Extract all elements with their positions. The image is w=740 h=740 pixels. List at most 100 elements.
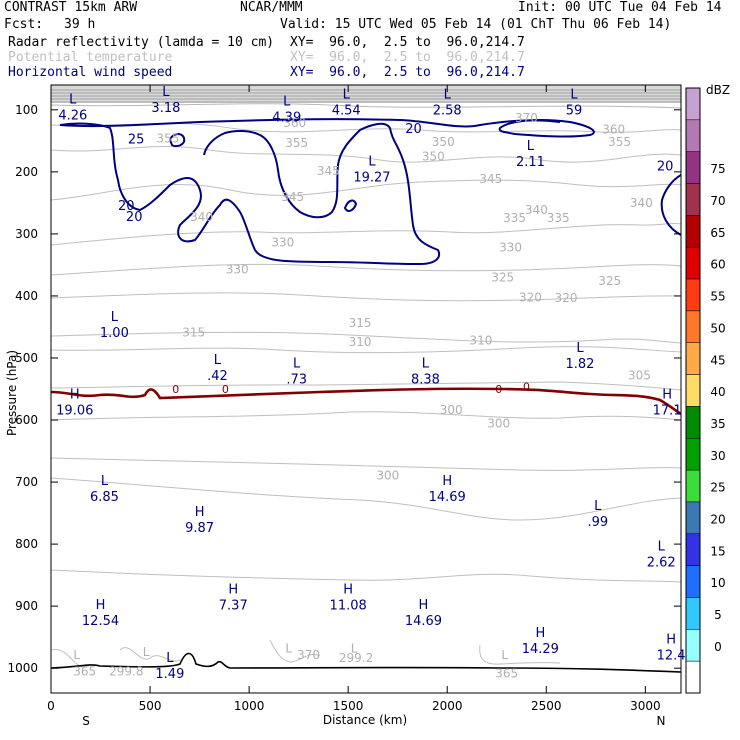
extremum-value: 14.69 [405, 614, 442, 629]
colorbar-segment [685, 151, 701, 184]
colorbar-segment [685, 183, 701, 216]
extremum-high: H12.4 [657, 632, 686, 663]
extremum-high: H7.37 [219, 583, 248, 614]
colorbar-level-label: 55 [710, 290, 725, 304]
theta-label: 299.8 [109, 665, 143, 679]
theta-low-marker: L [501, 648, 508, 662]
freezing-level-line [51, 387, 681, 416]
theta-low-marker: L [351, 642, 358, 656]
wind-speed-contours [59, 118, 681, 266]
extremum-value: 1.82 [565, 357, 594, 372]
extremum-low: L59 [566, 88, 583, 119]
colorbar-segment [685, 215, 701, 248]
colorbar-level-label: 5 [714, 608, 722, 622]
theta-label: 350 [422, 150, 445, 164]
extremum-value: 4.39 [272, 110, 301, 125]
colorbar-segment [685, 406, 701, 439]
extremum-type: L [444, 88, 452, 103]
theta-label: 315 [182, 325, 205, 339]
extremum-low: L.99 [587, 499, 608, 530]
x-axis-start-label: S [82, 714, 90, 728]
theta-label: 300 [440, 403, 463, 417]
theta-label: 310 [469, 333, 492, 347]
theta-label: 355 [285, 136, 308, 150]
x-tick-label: 500 [139, 699, 162, 713]
theta-label: 355 [608, 135, 631, 149]
extremum-high: H14.69 [429, 474, 466, 505]
theta-label: 315 [349, 316, 372, 330]
extremum-value: 12.4 [657, 648, 686, 663]
extremum-value: 6.85 [90, 490, 119, 505]
y-tick-label: 500 [15, 351, 38, 365]
theta-label: 370 [515, 111, 538, 125]
extremum-type: L [293, 356, 301, 371]
theta-label: 330 [226, 263, 249, 277]
extremum-type: L [343, 88, 351, 103]
colorbar-segment [685, 87, 701, 121]
extremum-value: 2.58 [433, 104, 462, 119]
colorbar-frame [685, 87, 701, 694]
extremum-low: L3.18 [151, 85, 180, 116]
theta-label: 300 [487, 416, 510, 430]
upper-theta-band [51, 85, 681, 109]
extremum-low: L2.58 [433, 88, 462, 119]
extremum-value: 11.08 [330, 599, 367, 614]
theta-label: 350 [432, 135, 455, 149]
legend-radar-xy: XY= 96.0, 2.5 to 96.0,214.7 [290, 35, 525, 50]
y-tick-label: 100 [15, 103, 38, 117]
extremum-type: L [166, 651, 174, 666]
axes: 0 500 1000 1500 2000 2500 30001002003004005006… [7, 85, 681, 713]
theta-label: 330 [499, 240, 522, 254]
extremum-type: L [69, 93, 77, 108]
extremum-low: L2.62 [647, 539, 676, 570]
theta-label: 360 [283, 116, 306, 130]
theta-low-marker: L [285, 642, 292, 656]
extremum-type: H [343, 583, 353, 598]
extremum-high: H19.06 [56, 387, 93, 418]
y-tick-label: 700 [15, 475, 38, 489]
colorbar-segment [685, 565, 701, 598]
wind-speed-label: 20 [118, 199, 135, 214]
theta-label: 355 [156, 132, 179, 146]
terrain-line [50, 652, 682, 673]
theta-label: 340 [190, 210, 213, 224]
fcst-value: 39 h [64, 17, 96, 32]
extremum-low: L4.26 [58, 93, 87, 124]
extremum-value: 17.1 [653, 403, 682, 418]
extremum-value: 1.00 [100, 326, 129, 341]
colorbar-segment [685, 119, 701, 152]
extremum-low: L.42 [207, 353, 228, 384]
legend-radar-name: Radar reflectivity (lamda = 10 cm) [8, 35, 275, 50]
x-tick-label: 1500 [333, 699, 364, 713]
center-label: NCAR/MMM [240, 0, 303, 15]
extremum-type: L [422, 356, 430, 371]
extremum-high: H12.54 [82, 598, 119, 629]
x-tick-label: 2500 [531, 699, 562, 713]
extremum-type: H [228, 583, 238, 598]
extremum-type: L [162, 85, 170, 100]
extremum-type: H [96, 598, 106, 613]
y-tick-label: 900 [15, 599, 38, 613]
x-tick-label: 2000 [432, 699, 463, 713]
plot-frame [50, 84, 682, 694]
colorbar-segment [685, 438, 701, 471]
x-axis-title: Distance (km) [323, 713, 407, 727]
theta-label: 305 [628, 369, 651, 383]
colorbar-segment [685, 310, 701, 343]
wind-speed-label: 25 [128, 133, 145, 148]
colorbar-segment [685, 629, 701, 662]
colorbar: dBZ 0 5 10 15 20 25 30 35 40 45 50 55 60 65 70 75 [685, 83, 730, 694]
theta-label: 345 [281, 190, 304, 204]
freezing-level-label: 0 [222, 383, 229, 396]
x-axis-end-label: N [657, 714, 666, 728]
colorbar-level-label: 0 [714, 640, 722, 654]
y-tick-label: 300 [15, 227, 38, 241]
theta-label: 365 [495, 666, 518, 680]
colorbar-level-label: 40 [710, 385, 725, 399]
y-tick-label: 1000 [7, 661, 38, 675]
init-time: Init: 00 UTC Tue 04 Feb 14 [518, 0, 722, 15]
extremum-high: H17.1 [653, 387, 682, 418]
extremum-type: H [662, 387, 672, 402]
